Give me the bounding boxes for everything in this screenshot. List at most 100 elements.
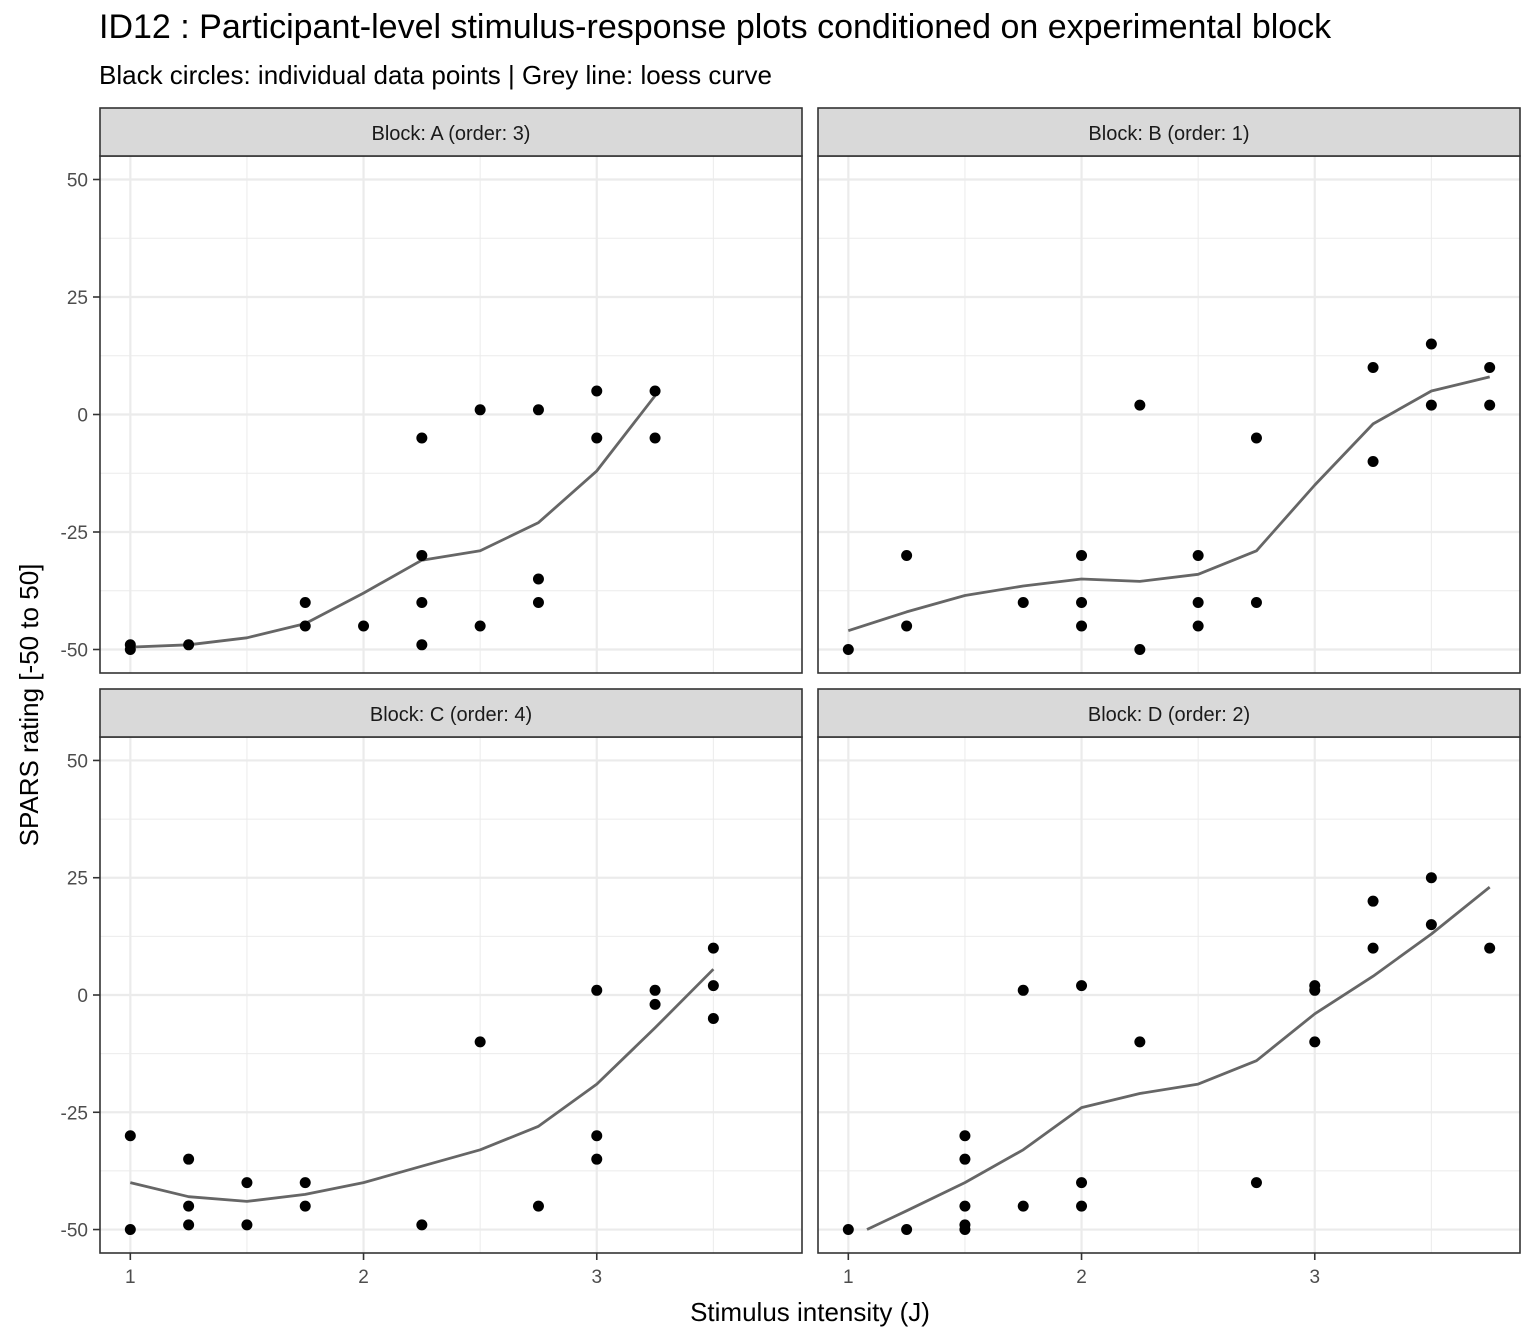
data-point (124, 1130, 136, 1142)
data-point (532, 573, 544, 585)
data-point (474, 620, 486, 632)
data-point (299, 597, 311, 608)
data-point (299, 1200, 311, 1212)
data-point (358, 620, 370, 632)
loess-curve (129, 968, 715, 1203)
data-point (959, 1153, 971, 1165)
x-tick-label: 1 (843, 1267, 854, 1288)
data-point (1425, 872, 1437, 884)
data-point (707, 942, 719, 954)
facet-strip-label: Block: C (order: 4) (370, 704, 532, 726)
data-point (649, 385, 661, 397)
data-point (1076, 550, 1088, 561)
data-point (1367, 942, 1379, 954)
data-point (124, 644, 136, 655)
data-point (1367, 895, 1379, 907)
data-point (1309, 1036, 1321, 1048)
facet-strip-label: Block: B (order: 1) (1088, 123, 1249, 145)
data-point (532, 404, 544, 416)
data-point (1484, 399, 1496, 411)
data-point (959, 1224, 971, 1236)
data-point (1484, 942, 1496, 954)
data-point (1017, 984, 1029, 996)
data-point (1367, 456, 1379, 467)
data-point (1076, 597, 1088, 608)
y-tick-label: 50 (67, 171, 88, 192)
data-point (1309, 984, 1321, 996)
data-point (416, 550, 428, 561)
y-tick-label: -50 (61, 641, 88, 662)
data-point (591, 385, 603, 397)
data-point (474, 1036, 486, 1048)
y-tick-label: -25 (61, 1103, 88, 1124)
data-point (591, 432, 603, 444)
data-point (959, 1130, 971, 1142)
data-point (416, 639, 428, 651)
chart-subtitle: Black circles: individual data points | … (99, 60, 772, 90)
chart-title: ID12 : Participant-level stimulus-respon… (99, 8, 1332, 46)
data-point (1076, 620, 1088, 632)
y-tick-label: -50 (61, 1221, 88, 1242)
data-point (1192, 597, 1204, 608)
data-point (1017, 1200, 1029, 1212)
data-point (901, 550, 913, 561)
data-point (532, 597, 544, 608)
data-point (1134, 1036, 1146, 1048)
x-tick-label: 1 (125, 1267, 136, 1288)
data-point (842, 644, 854, 655)
loess-curve (130, 394, 657, 649)
y-tick-label: 50 (67, 751, 88, 772)
x-tick-label: 3 (591, 1267, 602, 1288)
data-point (532, 1200, 544, 1212)
data-point (707, 1012, 719, 1024)
data-point (842, 1224, 854, 1236)
data-point (1425, 338, 1437, 350)
data-point (416, 432, 428, 444)
data-point (591, 1153, 603, 1165)
facet-strip-label: Block: A (order: 3) (372, 123, 531, 145)
data-point (416, 597, 428, 608)
data-point (591, 1130, 603, 1142)
data-point (241, 1177, 253, 1189)
loess-curve (847, 375, 1491, 633)
data-point (1134, 399, 1146, 411)
y-tick-label: 0 (77, 406, 88, 427)
data-point (1076, 980, 1088, 992)
data-point (241, 1219, 253, 1231)
data-point (183, 1153, 195, 1165)
data-point (1134, 644, 1146, 655)
data-point (959, 1200, 971, 1212)
data-point (474, 404, 486, 416)
data-point (183, 1200, 195, 1212)
data-point (901, 1224, 913, 1236)
data-point (901, 620, 913, 632)
data-point (183, 1219, 195, 1231)
data-point (1250, 432, 1262, 444)
data-point (649, 998, 661, 1010)
data-point (1017, 597, 1029, 608)
data-point (1076, 1177, 1088, 1189)
data-point (1425, 399, 1437, 411)
loess-curve (866, 886, 1491, 1231)
data-point (1192, 550, 1204, 561)
data-point (124, 1224, 136, 1236)
data-point (649, 432, 661, 444)
x-axis-title: Stimulus intensity (J) (690, 1297, 930, 1327)
data-point (183, 639, 195, 651)
facet-strip (817, 107, 1521, 157)
data-point (1484, 362, 1496, 373)
data-point (649, 984, 661, 996)
data-point (1250, 1177, 1262, 1189)
data-point (591, 984, 603, 996)
data-point (1250, 597, 1262, 608)
data-point (1367, 362, 1379, 373)
data-point (416, 1219, 428, 1231)
y-tick-label: 0 (77, 986, 88, 1007)
x-tick-label: 2 (358, 1267, 369, 1288)
x-tick-label: 2 (1076, 1267, 1087, 1288)
y-axis-title: SPARS rating [-50 to 50] (14, 564, 44, 847)
data-point (1076, 1200, 1088, 1212)
data-point (299, 1177, 311, 1189)
